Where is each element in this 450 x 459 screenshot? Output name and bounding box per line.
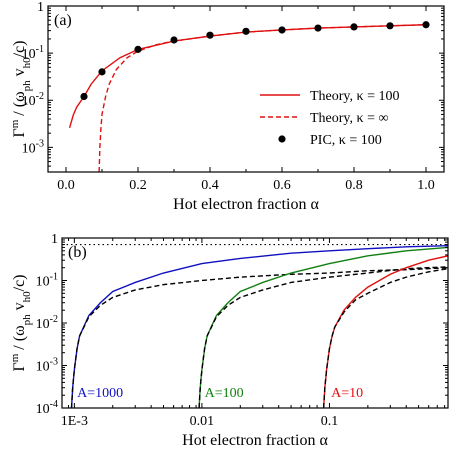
x-tick-label-2: 0.4: [201, 178, 219, 193]
y-tick-label-3: 1: [37, 0, 44, 15]
y-tick-label-0: 10-3: [22, 138, 44, 156]
series-line-1: [98, 24, 427, 172]
y-tick-label-3: 10-1: [36, 272, 58, 290]
x-tick-label-1: 0.2: [129, 178, 147, 193]
series-line-5: [322, 267, 448, 408]
y-tick-label-2: 10-1: [22, 44, 44, 62]
legend-label-0: Theory, κ = 100: [310, 89, 399, 104]
x-tick-label-0: 1E-3: [61, 414, 88, 429]
annotation-1: A=100: [205, 386, 244, 401]
data-point-2-3: [170, 36, 178, 44]
annotation-0: A=1000: [77, 386, 123, 401]
y-tick-label-2: 10-2: [36, 314, 58, 332]
series-group: [70, 244, 448, 408]
y-tick-label-4: 1: [51, 232, 58, 247]
x-tick-label-0: 0.0: [57, 178, 75, 193]
y-tick-label-0: 10-4: [36, 399, 58, 417]
data-point-2-8: [350, 23, 358, 31]
y-tick-label-1: 10-2: [22, 91, 44, 109]
data-point-2-7: [314, 24, 322, 32]
x-axis-label: Hot electron fraction α: [182, 432, 328, 449]
plot-frame: [61, 237, 449, 409]
x-tick-label-3: 0.6: [273, 178, 291, 193]
data-point-2-10: [422, 21, 430, 29]
series-line-0: [70, 244, 448, 408]
data-point-2-0: [80, 92, 88, 101]
x-tick-label-2: 0.1: [321, 414, 339, 429]
x-axis-label: Hot electron fraction α: [173, 196, 319, 213]
y-axis-label: Γm / (ωph vh0/c): [9, 41, 33, 138]
legend-label-1: Theory, κ = ∞: [310, 111, 388, 126]
panel-label: (b): [68, 244, 87, 261]
data-point-2-2: [134, 45, 142, 53]
series-line-1: [70, 267, 448, 408]
y-tick-label-1: 10-3: [36, 357, 58, 375]
y-axis-label: Γm / (ωph vh0/c): [9, 275, 33, 372]
series-line-3: [198, 266, 448, 408]
legend-marker-2: [278, 135, 286, 143]
data-point-2-1: [98, 68, 106, 76]
panel-b: 1E-3 0.01 0.1 10-4 10-3 10-2 10-1 1 (b) Hot elect…: [9, 232, 449, 449]
x-tick-label-1: 0.01: [190, 414, 215, 429]
data-point-2-6: [278, 26, 286, 34]
data-point-2-5: [242, 27, 250, 35]
panel-a: 0.0 0.2 0.4 0.6 0.8 1.0 10-3 10-2 10-1 1 (a) Hot el…: [9, 0, 445, 213]
x-tick-label-4: 0.8: [345, 178, 363, 193]
data-point-2-9: [386, 22, 394, 30]
x-tick-label-5: 1.0: [417, 178, 435, 193]
data-point-2-4: [206, 31, 214, 39]
annotation-2: A=10: [331, 386, 363, 401]
panel-label: (a): [54, 12, 72, 29]
series-line-4: [322, 255, 448, 408]
series-group: [68, 21, 430, 172]
legend-label-2: PIC, κ = 100: [310, 133, 382, 148]
series-line-2: [198, 246, 448, 408]
